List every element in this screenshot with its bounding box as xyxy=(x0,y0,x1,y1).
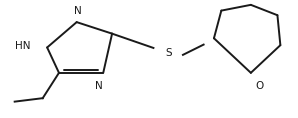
Text: N: N xyxy=(74,6,82,16)
Text: S: S xyxy=(165,48,172,58)
Text: HN: HN xyxy=(15,41,31,51)
Text: N: N xyxy=(95,81,103,91)
Text: O: O xyxy=(256,81,264,91)
